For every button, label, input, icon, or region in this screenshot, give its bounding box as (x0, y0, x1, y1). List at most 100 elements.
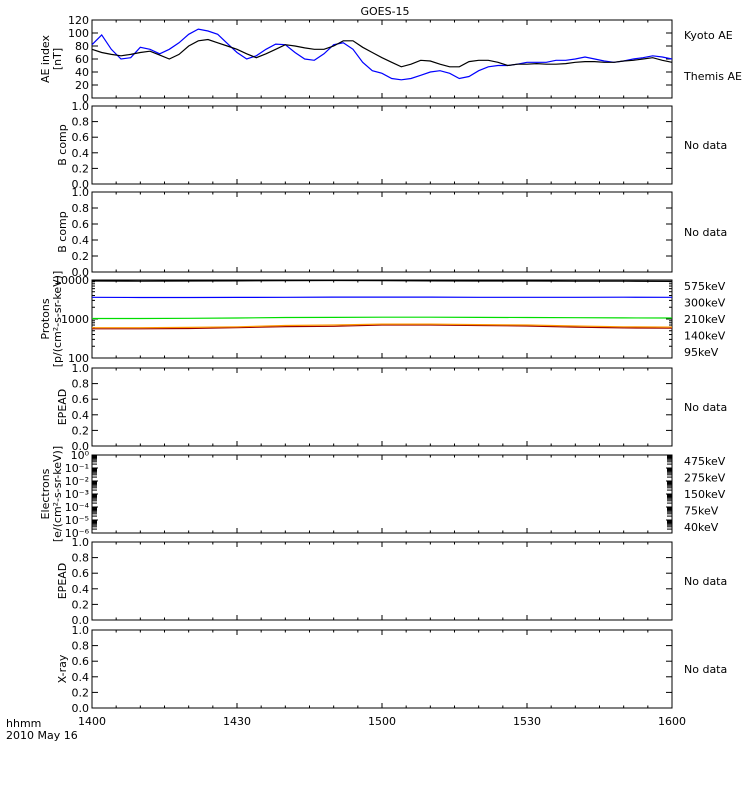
y-tick-label: 0.0 (72, 178, 90, 191)
y-tick-label: 0.2 (72, 162, 90, 175)
legend-entry: 475keV (684, 455, 726, 468)
no-data-label: No data (684, 139, 727, 152)
y-tick-label: 0.6 (72, 218, 90, 231)
no-data-label: No data (684, 575, 727, 588)
x-tick-label: 1600 (658, 715, 686, 728)
panel-bcomp2: 0.0 0.2 0.4 0.6 0.8 1.0B comp No data (56, 186, 727, 279)
y-tick-label: 0.2 (72, 424, 90, 437)
y-tick-label: 1.0 (72, 624, 90, 637)
time-format-label: hhmm (6, 717, 41, 730)
no-data-label: No data (684, 226, 727, 239)
x-tick-label: 1400 (78, 715, 106, 728)
x-tick-label: 1430 (223, 715, 251, 728)
y-axis-label: B comp (56, 124, 69, 166)
panel-frame (91, 454, 673, 534)
y-tick-label: 1.0 (72, 536, 90, 549)
y-tick-label: 0.8 (72, 116, 90, 129)
y-tick-label: 0.6 (72, 131, 90, 144)
series-line-themis-ae (91, 38, 673, 68)
y-axis-label: AE index (39, 34, 52, 83)
y-tick-label: 10⁻⁵ (65, 514, 89, 527)
panel-frame (91, 191, 673, 273)
panel-bcomp1: 0.0 0.2 0.4 0.6 0.8 1.0B comp No data (56, 100, 727, 191)
y-tick-label: 0 (82, 92, 89, 105)
y-tick-label: 1.0 (72, 186, 90, 199)
y-tick-label: 60 (75, 53, 89, 66)
y-tick-label: 0.6 (72, 655, 90, 668)
legend-entry: 300keV (684, 297, 726, 310)
y-tick-label: 0.2 (72, 686, 90, 699)
y-axis-label: X-ray (56, 654, 69, 683)
y-tick-label: 120 (68, 14, 89, 27)
y-tick-label: 1.0 (72, 100, 90, 113)
series-line-kyoto-ae (91, 28, 673, 81)
y-tick-label: 0.8 (72, 640, 90, 653)
y-tick-label: 80 (75, 40, 89, 53)
y-tick-label: 0.4 (72, 147, 90, 160)
y-tick-label: 10⁰ (71, 449, 90, 462)
legend-entry: 210keV (684, 313, 726, 326)
series-line-575kev (92, 324, 673, 330)
legend-entry: 140keV (684, 330, 726, 343)
y-tick-label: 0.2 (72, 250, 90, 263)
legend-entry: 40keV (684, 521, 719, 534)
y-axis-label: B comp (56, 211, 69, 253)
no-data-label: No data (684, 663, 727, 676)
y-axis-label: Protons (39, 298, 52, 339)
legend-entry: Kyoto AE (684, 29, 733, 42)
no-data-label: No data (684, 401, 727, 414)
y-tick-label: 0.4 (72, 671, 90, 684)
panel-frame (91, 105, 673, 185)
y-tick-label: 1.0 (72, 362, 90, 375)
date-label: 2010 May 16 (6, 729, 78, 742)
y-tick-label: 10⁻⁶ (65, 527, 90, 540)
y-tick-label: 0.8 (72, 378, 90, 391)
y-tick-label: 10000 (54, 274, 89, 287)
legend-entry: 275keV (684, 472, 726, 485)
y-axis-label: EPEAD (56, 563, 69, 600)
y-axis-label: [e/(cm²-s-sr-keV)] (51, 446, 64, 542)
legend-entry: 150keV (684, 488, 726, 501)
y-axis-label: EPEAD (56, 389, 69, 426)
panel-frame (91, 279, 673, 359)
y-tick-label: 0.4 (72, 583, 90, 596)
legend-entry: 575keV (684, 280, 726, 293)
y-tick-label: 0.6 (72, 567, 90, 580)
y-tick-label: 0.2 (72, 598, 90, 611)
series-line-300kev (92, 323, 673, 329)
y-tick-label: 40 (75, 66, 89, 79)
x-tick-label: 1500 (368, 715, 396, 728)
time-axis: 1400 1430 1500 1530 1600 (78, 715, 686, 728)
panel-frame (91, 541, 673, 621)
panel-epead2: 0.0 0.2 0.4 0.6 0.8 1.0 EPEAD No data (56, 536, 727, 627)
y-tick-label: 0.8 (72, 552, 90, 565)
panel-frame (91, 19, 673, 99)
legend-entry: 75keV (684, 505, 719, 518)
series-line-210kev (92, 316, 673, 320)
y-tick-label: 0.0 (72, 440, 90, 453)
y-tick-label: 10⁻¹ (65, 462, 89, 475)
y-axis-label: [nT] (51, 48, 64, 70)
panel-xray: 0.0 0.2 0.4 0.6 0.8 1.0 X-ray No data (56, 624, 727, 715)
panel-frame (91, 367, 673, 447)
y-tick-label: 0.8 (72, 202, 90, 215)
x-tick-label: 1530 (513, 715, 541, 728)
y-tick-label: 0.0 (72, 614, 90, 627)
y-axis-label: Electrons (39, 468, 52, 519)
y-tick-label: 100 (68, 352, 89, 365)
y-tick-label: 100 (68, 27, 89, 40)
y-tick-label: 0.0 (72, 266, 90, 279)
y-tick-label: 0.0 (72, 702, 90, 715)
y-tick-label: 0.4 (72, 234, 90, 247)
panel-frame (91, 629, 673, 709)
y-tick-label: 1000 (61, 313, 89, 326)
y-axis-label: [p/(cm²-s-sr-keV)] (51, 271, 64, 368)
y-tick-label: 0.6 (72, 393, 90, 406)
y-tick-label: 10⁻² (65, 475, 89, 488)
y-tick-label: 20 (75, 79, 89, 92)
legend-entry: 95keV (684, 346, 719, 359)
